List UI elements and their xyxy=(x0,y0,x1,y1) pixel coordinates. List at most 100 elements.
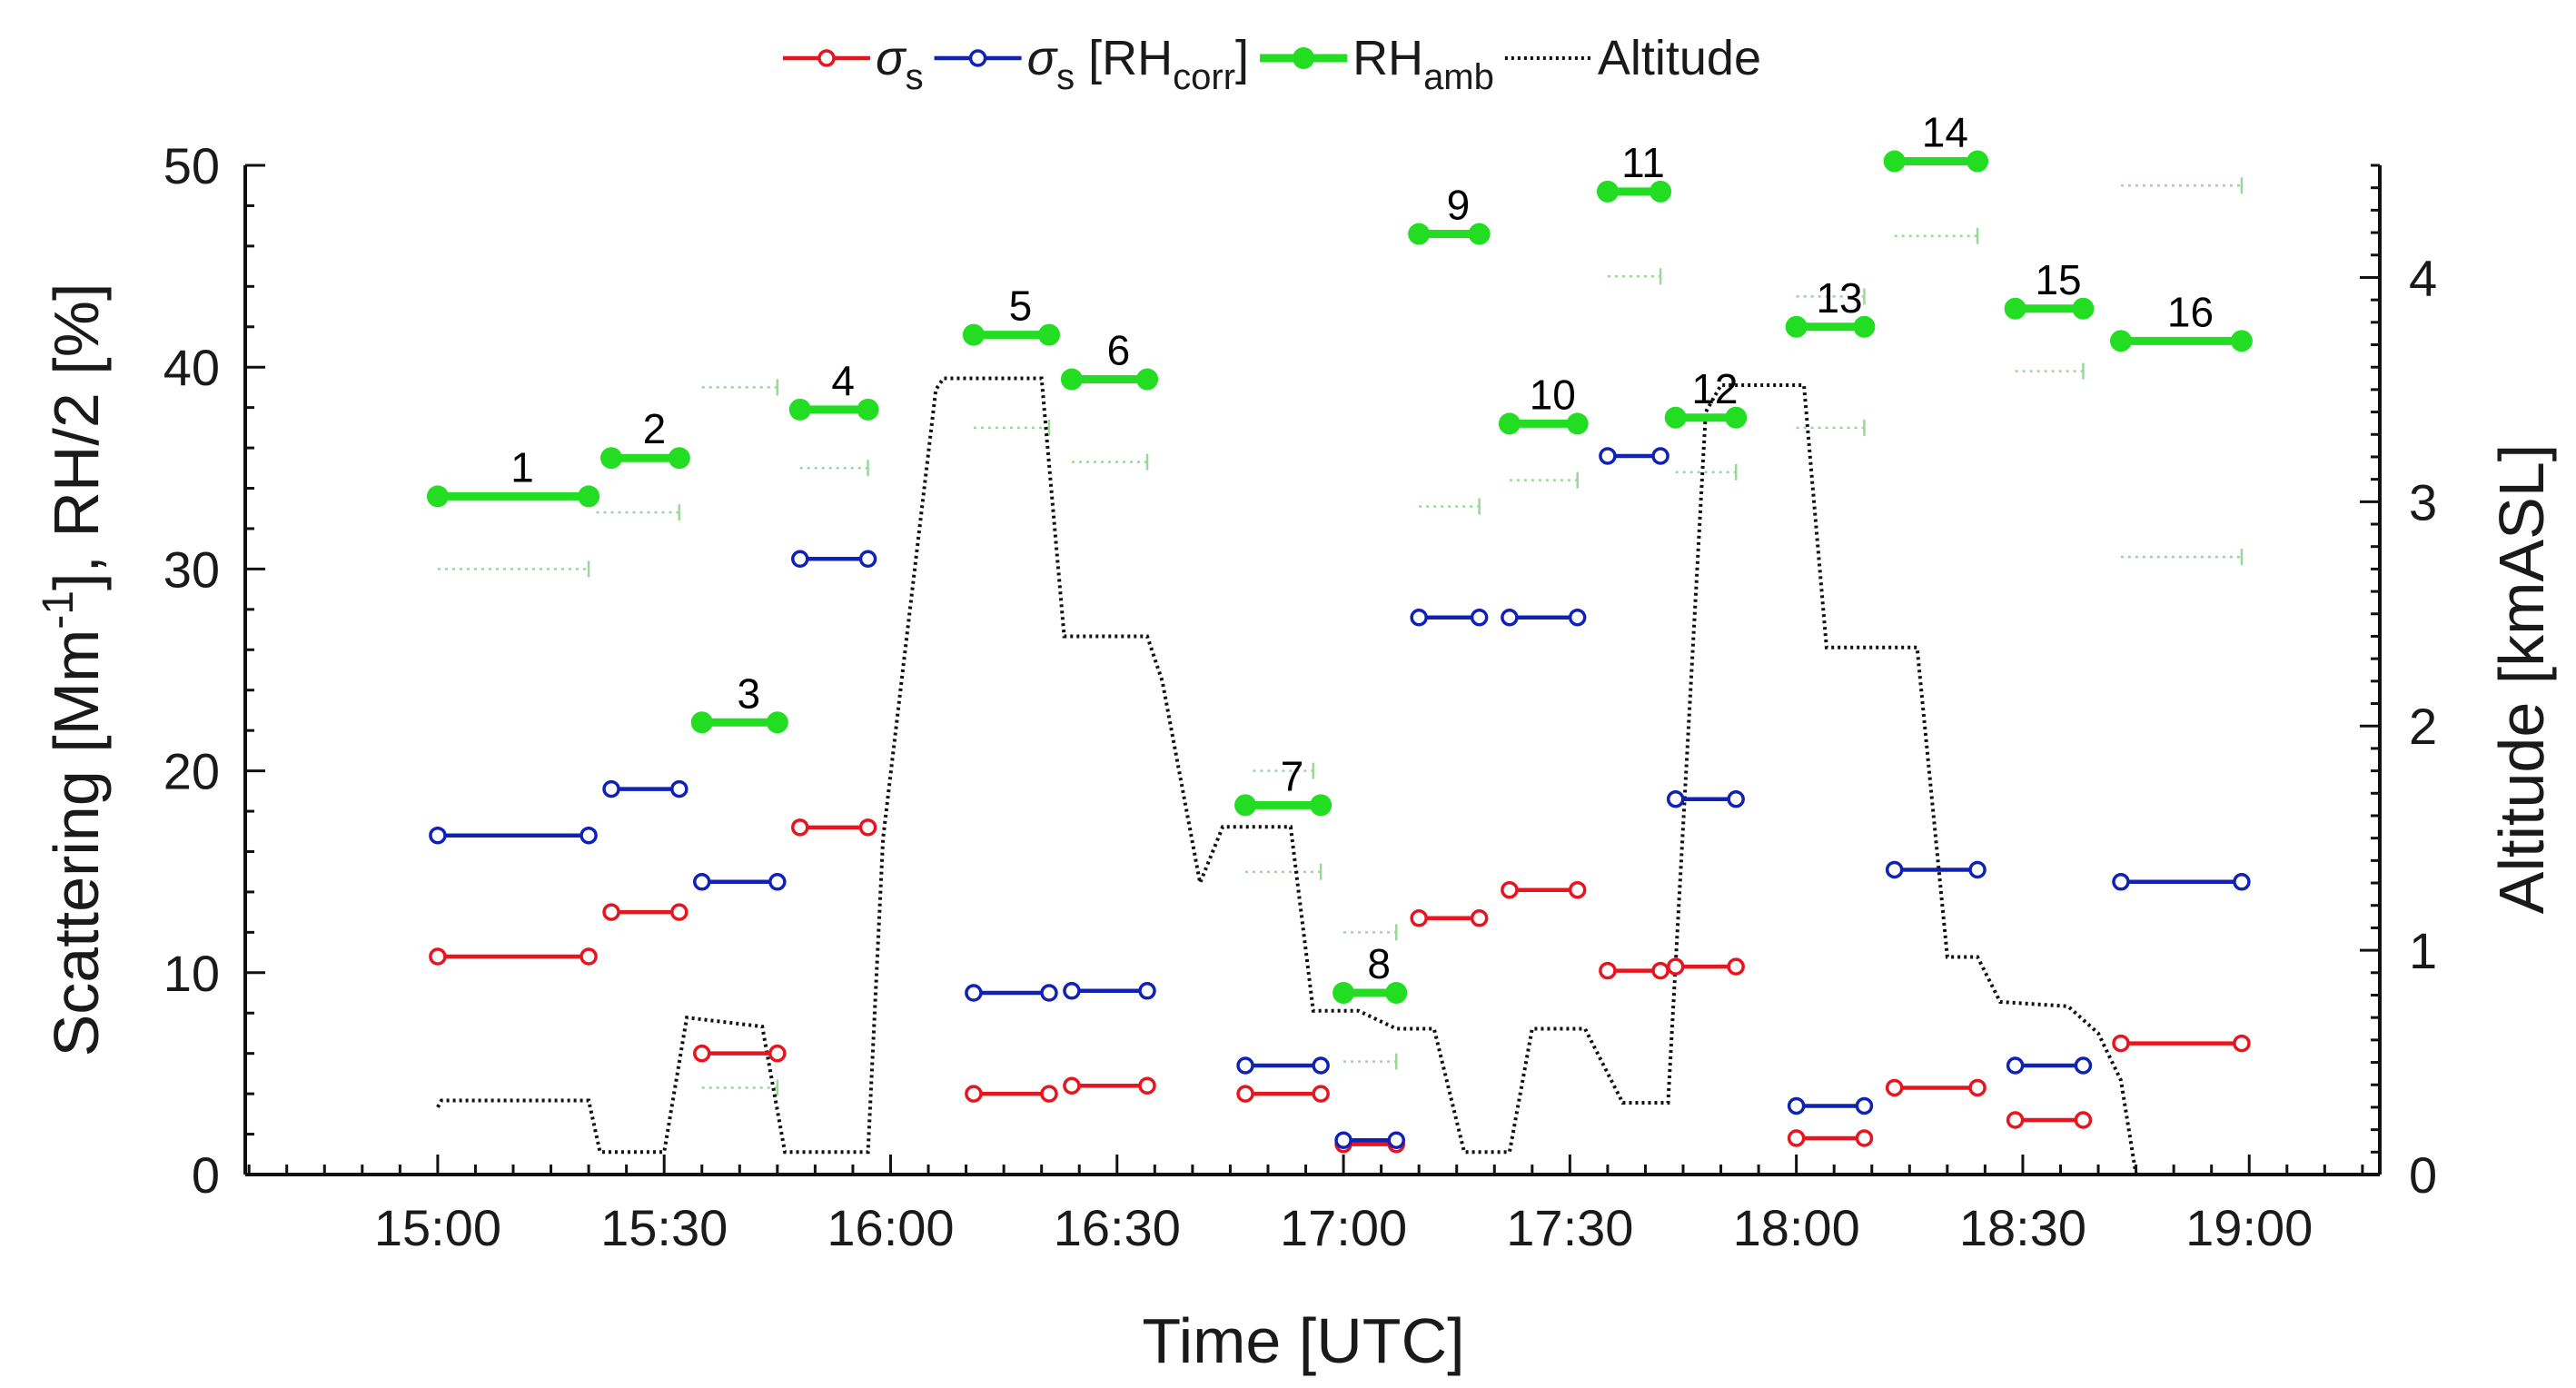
y-left-tick-label: 30 xyxy=(163,540,220,598)
sigma-marker xyxy=(1727,789,1745,808)
y-right-tick-label: 2 xyxy=(2409,698,2437,755)
sigma-marker xyxy=(1410,608,1428,627)
sigma-marker xyxy=(1410,909,1428,927)
y-left-label-sup: -1 xyxy=(35,590,83,630)
rh-marker xyxy=(1037,323,1060,346)
leg-number-label: 1 xyxy=(510,443,534,491)
sigma-marker xyxy=(1138,1076,1156,1095)
sigma-marker xyxy=(965,984,983,1002)
sigma-marker xyxy=(602,779,620,798)
leg-number-label: 9 xyxy=(1447,182,1471,229)
rh-marker xyxy=(1596,180,1619,203)
rh-marker xyxy=(2004,297,2026,320)
leg-number-label: 11 xyxy=(1621,139,1665,186)
sigma-marker xyxy=(2074,1111,2093,1129)
x-tick-label: 18:00 xyxy=(1733,1199,1860,1256)
sigma-marker xyxy=(1387,1131,1405,1149)
rh-marker xyxy=(1385,982,1408,1005)
legend-tail-sub: corr xyxy=(1173,57,1235,97)
sigma-marker xyxy=(1787,1096,1806,1115)
rh-marker xyxy=(1725,406,1748,429)
legend-label: Altitude xyxy=(1598,31,1761,85)
y-left-label-part: ], RH/2 [%] xyxy=(41,283,112,590)
rh-marker xyxy=(1566,412,1589,435)
sigma-marker xyxy=(2074,1056,2093,1075)
rh-marker xyxy=(1060,368,1083,391)
sigma-marker xyxy=(1666,789,1685,808)
sigma-marker xyxy=(1651,961,1669,980)
sigma-marker xyxy=(1334,1131,1352,1149)
rh-marker xyxy=(766,711,788,734)
rh-marker xyxy=(2230,330,2253,352)
legend-label: σs xyxy=(876,31,924,97)
sigma-marker xyxy=(1855,1129,1874,1147)
x-axis-label: Time [UTC] xyxy=(1142,1305,1464,1376)
sigma-marker xyxy=(1885,1078,1904,1097)
sigma-marker xyxy=(791,550,809,569)
y-left-tick-label: 0 xyxy=(192,1146,220,1204)
sigma-marker xyxy=(2112,1034,2130,1053)
legend-item-rh: RHamb xyxy=(1260,31,1494,97)
sigma-marker xyxy=(2006,1111,2025,1129)
sigma-marker xyxy=(1968,1078,1986,1097)
sigma-marker xyxy=(1236,1056,1254,1075)
sigma-marker xyxy=(1040,1085,1058,1103)
rh-marker xyxy=(1498,412,1521,435)
sigma-marker xyxy=(858,818,877,837)
legend-item-alt: Altitude xyxy=(1504,31,1761,85)
rh-marker xyxy=(962,323,985,346)
legend-marker xyxy=(968,49,987,67)
leg-number-label: 12 xyxy=(1691,365,1738,412)
legend-symbol: Altitude xyxy=(1598,31,1761,85)
y-left-tick-label: 40 xyxy=(163,339,220,396)
sigma-marker xyxy=(1787,1129,1806,1147)
rh-marker xyxy=(2072,297,2095,320)
y-right-tick-label: 1 xyxy=(2409,922,2437,979)
sigma-marker xyxy=(1651,447,1669,465)
rh-marker xyxy=(1310,794,1333,817)
altitude-line xyxy=(436,376,2138,1175)
legend-marker xyxy=(817,49,836,67)
legend-item-sigma_corr: σs [RHcorr] xyxy=(934,31,1249,97)
sigma-marker xyxy=(1063,982,1081,1000)
legend-label: σs [RHcorr] xyxy=(1027,31,1249,97)
y-left-tick-label: 50 xyxy=(163,137,220,194)
x-tick-label: 15:00 xyxy=(374,1199,501,1256)
rh-marker xyxy=(1967,150,1989,173)
y-left-tick-label: 10 xyxy=(163,945,220,1002)
axes: 15:00 15:30 16:00 16:30 17:00 17:30 18:00 18:30… xyxy=(35,137,2557,1376)
rh-marker xyxy=(1883,150,1906,173)
y-left-label-part: Scattering [Mm xyxy=(41,630,112,1057)
sigma-marker xyxy=(1599,961,1617,980)
rh-marker xyxy=(1785,315,1808,338)
legend-symbol: σ xyxy=(1027,31,1059,85)
rh-marker xyxy=(690,711,713,734)
rh-marker xyxy=(426,485,449,508)
x-tick-label: 15:30 xyxy=(600,1199,728,1256)
y-left-axis-label: Scattering [Mm-1], RH/2 [%] xyxy=(35,283,112,1057)
leg-number-label: 15 xyxy=(2035,256,2081,303)
rh-marker xyxy=(1136,368,1159,391)
sigma-marker xyxy=(858,550,877,569)
sigma-marker xyxy=(429,826,447,845)
rh-marker xyxy=(1664,406,1687,429)
sigma-marker xyxy=(670,903,689,921)
legend-tail: [RH xyxy=(1075,31,1173,85)
x-tick-label: 17:30 xyxy=(1506,1199,1633,1256)
legend-label: RHamb xyxy=(1352,31,1494,97)
sigma-marker xyxy=(1312,1085,1330,1103)
sigma-marker xyxy=(1727,957,1745,976)
legend-item-sigma: σs xyxy=(783,31,924,97)
x-tick-label: 18:30 xyxy=(1959,1199,2086,1256)
sigma-marker xyxy=(1599,447,1617,465)
rh-marker xyxy=(668,447,690,470)
rh-marker xyxy=(788,398,811,421)
legend-sub: amb xyxy=(1423,57,1494,97)
sigma-marker xyxy=(791,818,809,837)
sigma-marker xyxy=(670,779,689,798)
sigma-marker xyxy=(1568,880,1587,899)
leg-number-label: 16 xyxy=(2167,288,2214,335)
sigma-marker xyxy=(2006,1056,2025,1075)
legend-symbol: σ xyxy=(876,31,907,85)
sigma-marker xyxy=(692,873,711,891)
